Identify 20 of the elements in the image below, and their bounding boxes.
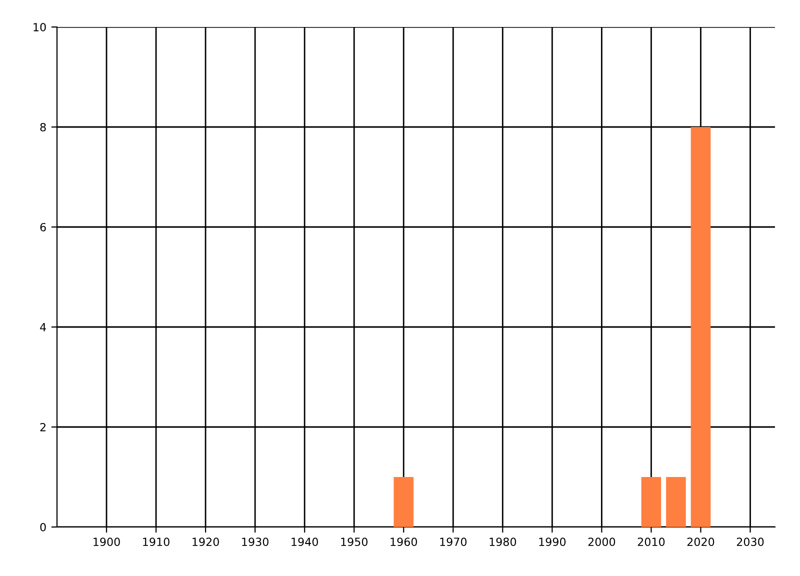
y-tick-label: 2 <box>40 422 46 432</box>
x-tick-label: 1950 <box>341 538 368 546</box>
x-tick-label: 1910 <box>143 538 170 546</box>
x-tick-label: 2010 <box>638 538 665 546</box>
x-tick-label: 1970 <box>440 538 467 546</box>
y-tick-label: 6 <box>40 222 46 232</box>
x-tick-label: 1990 <box>539 538 566 546</box>
x-tick-label: 1980 <box>490 538 516 546</box>
x-tick-label: 2020 <box>687 538 714 546</box>
y-tick-label: 0 <box>40 522 46 532</box>
x-tick-label: 1960 <box>390 538 418 546</box>
x-tick-label: 2000 <box>588 538 616 546</box>
x-tick-label: 1920 <box>192 538 219 546</box>
y-tick-label: 10 <box>34 22 46 32</box>
y-tick-label: 8 <box>40 122 46 132</box>
x-tick-label: 1900 <box>94 538 120 546</box>
x-tick-label: 1940 <box>292 538 318 546</box>
x-tick-label: 2030 <box>736 538 764 546</box>
x-tick-label: 1930 <box>242 538 268 546</box>
y-tick-label: 4 <box>40 323 46 332</box>
